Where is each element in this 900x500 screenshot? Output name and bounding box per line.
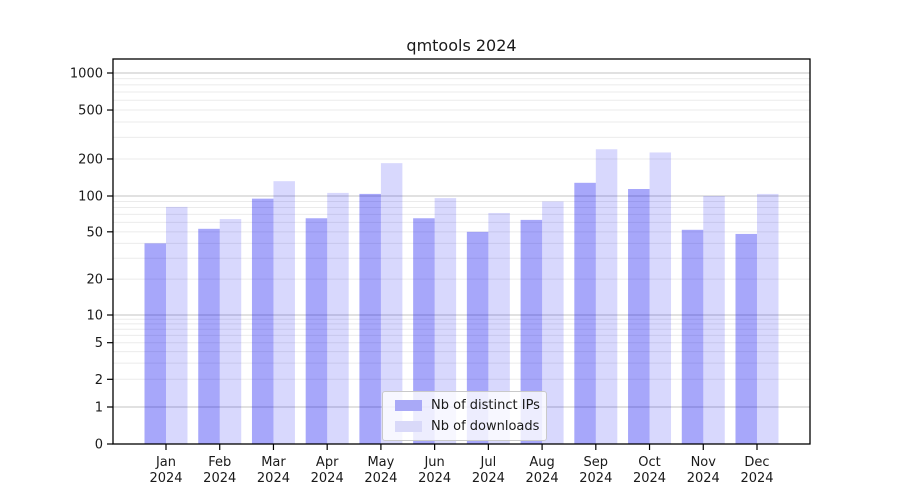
legend-swatch-distinct-ips — [395, 400, 422, 411]
bar-distinct-ips-jan — [144, 243, 166, 444]
x-tick-label-year: 2024 — [633, 471, 666, 486]
bar-downloads-may — [380, 163, 403, 444]
bar-downloads-mar — [273, 181, 295, 444]
legend-label-distinct-ips: Nb of distinct IPs — [431, 398, 540, 413]
x-tick-label-month: Feb — [208, 455, 231, 470]
x-tick-label-month: Apr — [316, 455, 339, 470]
legend-label-downloads: Nb of downloads — [431, 419, 540, 434]
bar-distinct-ips-aug — [520, 219, 543, 444]
legend: Nb of distinct IPs Nb of downloads — [382, 391, 547, 441]
bar-distinct-ips-apr — [305, 218, 328, 444]
bar-distinct-ips-nov — [681, 229, 704, 444]
x-tick-label-month: Aug — [529, 455, 554, 470]
legend-item-downloads: Nb of downloads — [395, 418, 540, 435]
x-tick-label-month: May — [367, 455, 394, 470]
y-tick-label: 500 — [78, 104, 103, 119]
y-tick-label: 0 — [95, 438, 103, 453]
y-tick-label: 1 — [95, 401, 103, 416]
legend-item-distinct-ips: Nb of distinct IPs — [395, 397, 540, 414]
bar-distinct-ips-oct — [628, 189, 650, 444]
bar-downloads-apr — [327, 192, 349, 444]
chart-title: qmtools 2024 — [406, 36, 517, 55]
x-tick-label-year: 2024 — [203, 471, 236, 486]
bar-distinct-ips-jun — [413, 218, 435, 444]
x-tick-label-year: 2024 — [740, 471, 773, 486]
y-tick-label: 2 — [95, 373, 103, 388]
bar-downloads-jul — [488, 212, 510, 444]
bar-downloads-oct — [649, 152, 672, 445]
bar-distinct-ips-dec — [735, 233, 757, 444]
x-tick-label-month: Nov — [691, 455, 717, 470]
x-tick-label-year: 2024 — [579, 471, 612, 486]
bar-distinct-ips-mar — [251, 198, 274, 444]
x-tick-label-month: Jan — [155, 455, 176, 470]
x-tick-label-month: Jul — [480, 455, 497, 470]
y-tick-label: 100 — [78, 190, 103, 205]
x-tick-label-month: Oct — [638, 455, 660, 470]
bar-distinct-ips-feb — [198, 228, 220, 444]
x-tick-label-year: 2024 — [311, 471, 344, 486]
x-tick-label-year: 2024 — [687, 471, 720, 486]
bar-downloads-sep — [595, 149, 618, 445]
y-tick-label: 10 — [86, 309, 103, 324]
x-tick-label-year: 2024 — [149, 471, 182, 486]
x-tick-label-year: 2024 — [364, 471, 397, 486]
y-tick-label: 200 — [78, 152, 103, 167]
bar-downloads-feb — [219, 219, 242, 444]
bar-distinct-ips-may — [359, 193, 381, 444]
y-tick-label: 20 — [86, 273, 103, 288]
bar-downloads-dec — [756, 193, 779, 444]
bar-distinct-ips-sep — [574, 182, 596, 444]
x-tick-label-month: Sep — [584, 455, 609, 470]
legend-swatch-downloads — [395, 421, 422, 432]
y-tick-label: 50 — [86, 225, 103, 240]
x-tick-label-month: Jun — [423, 455, 444, 470]
y-tick-label: 5 — [95, 336, 103, 351]
x-tick-label-year: 2024 — [526, 471, 559, 486]
bar-downloads-jan — [166, 206, 188, 444]
x-tick-label-month: Mar — [261, 455, 286, 470]
y-tick-label: 1000 — [70, 67, 103, 82]
x-tick-label-year: 2024 — [257, 471, 290, 486]
bar-distinct-ips-jul — [466, 231, 489, 444]
x-tick-label-month: Dec — [744, 455, 769, 470]
bar-downloads-jun — [434, 198, 457, 444]
bar-downloads-aug — [542, 201, 564, 444]
x-tick-label-year: 2024 — [472, 471, 505, 486]
bar-downloads-nov — [703, 196, 725, 444]
x-tick-label-year: 2024 — [418, 471, 451, 486]
plot-border — [112, 58, 811, 445]
